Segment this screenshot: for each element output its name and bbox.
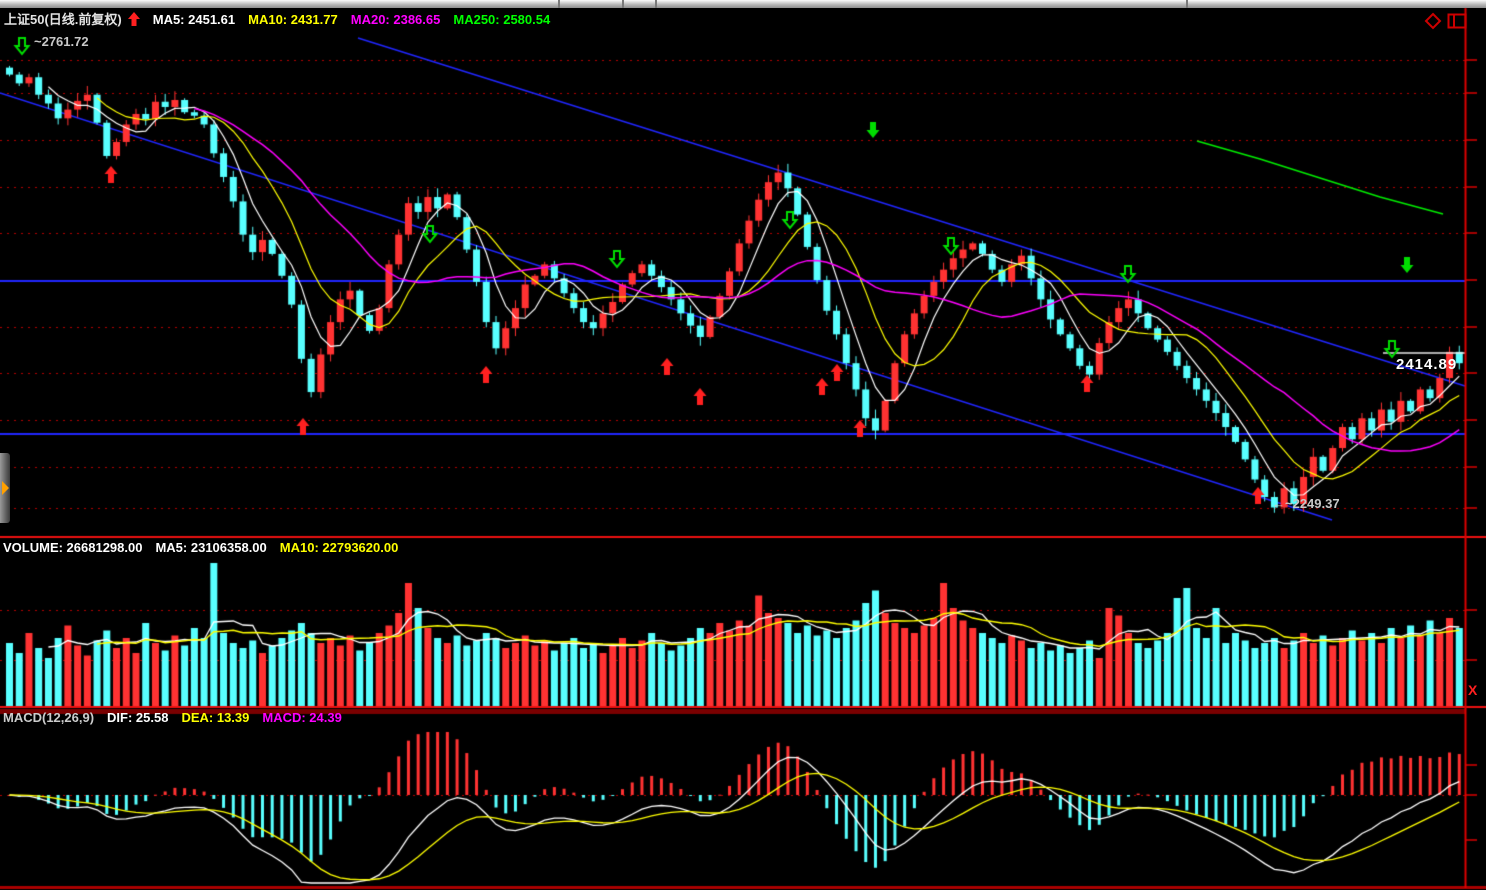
volume-header: VOLUME: 26681298.00 MA5: 23106358.00 MA10:…	[3, 540, 411, 555]
ma10-value: MA10: 2431.77	[248, 12, 338, 27]
symbol-title: 上证50(日线.前复权)	[4, 12, 122, 27]
low-price-annotation: ←~2249.37	[1272, 496, 1340, 511]
toolbar-strip	[0, 0, 1486, 8]
macd-value: MACD: 24.39	[262, 710, 342, 725]
toolbar-divider	[558, 0, 560, 8]
split-window-icon[interactable]	[1447, 12, 1467, 35]
panel-close-button[interactable]: X	[1468, 682, 1478, 698]
sidebar-expand-handle[interactable]	[0, 453, 10, 523]
ma250-value: MA250: 2580.54	[453, 12, 551, 27]
main-chart-header: 上证50(日线.前复权) MA5: 2451.61 MA10: 2431.77 MA2…	[4, 9, 563, 29]
volume-ma10-value: MA10: 22793620.00	[279, 540, 399, 555]
volume-value: VOLUME: 26681298.00	[3, 540, 143, 555]
chart-corner-tools	[1424, 12, 1467, 35]
volume-ma5-value: MA5: 23106358.00	[155, 540, 267, 555]
toolbar-divider	[1186, 0, 1188, 8]
dif-value: DIF: 25.58	[107, 710, 169, 725]
ma20-value: MA20: 2386.65	[350, 12, 441, 27]
toolbar-divider	[655, 0, 657, 8]
toolbar-divider	[622, 0, 624, 8]
up-arrow-icon	[127, 12, 140, 29]
last-price-label: 2414.89	[1396, 356, 1458, 373]
expand-arrow-icon	[2, 481, 9, 495]
high-price-annotation: ~2761.72	[34, 34, 89, 49]
diamond-tool-icon[interactable]	[1424, 12, 1442, 35]
macd-header: MACD(12,26,9) DIF: 25.58 DEA: 13.39 MACD: 2…	[3, 710, 355, 725]
macd-params: MACD(12,26,9)	[3, 710, 95, 725]
dea-value: DEA: 13.39	[181, 710, 250, 725]
ma5-value: MA5: 2451.61	[152, 12, 236, 27]
